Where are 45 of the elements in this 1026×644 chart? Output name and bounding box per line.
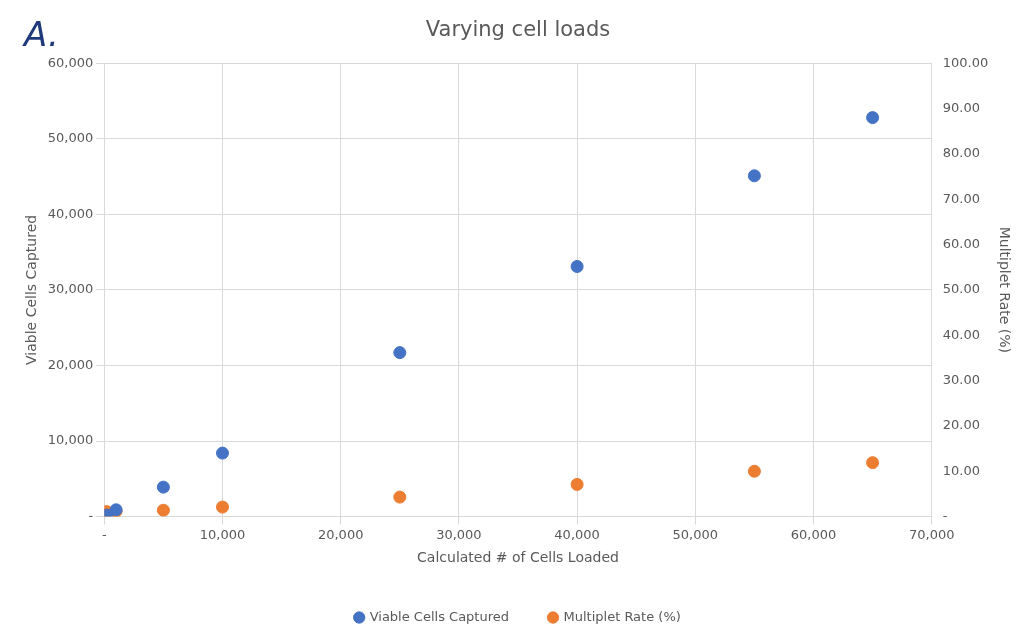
- legend-label: Viable Cells Captured: [369, 608, 510, 624]
- x-tick-label: -: [101, 526, 107, 542]
- x-tick-label: 20,000: [317, 526, 364, 542]
- x-tick-label: 70,000: [908, 526, 955, 542]
- chart-title: Varying cell loads: [425, 17, 611, 42]
- y2-tick-label: 30.00: [942, 371, 980, 387]
- y-tick-label: -: [88, 507, 94, 523]
- y-axis-title: Viable Cells Captured: [23, 214, 40, 365]
- point: [747, 169, 761, 183]
- x-tick-label: 30,000: [436, 526, 482, 542]
- y-tick-label: 10,000: [47, 432, 94, 448]
- y2-tick-label: -: [942, 507, 948, 523]
- point: [866, 111, 880, 125]
- point: [866, 456, 880, 470]
- y2-tick-label: 50.00: [942, 281, 980, 297]
- text: A.: [24, 14, 59, 54]
- y2-tick-label: 90.00: [942, 99, 980, 115]
- point: [215, 446, 229, 460]
- y-tick-label: 20,000: [47, 356, 94, 372]
- x-tick-label: 40,000: [554, 526, 600, 542]
- y-tick-label: 40,000: [47, 205, 94, 221]
- point: [393, 346, 407, 360]
- x-tick-label: 10,000: [199, 526, 246, 542]
- y2-axis-title: Multiplet Rate (%): [996, 226, 1013, 354]
- y-tick-label: 60,000: [47, 54, 94, 70]
- point: [570, 477, 584, 491]
- y2-tick-label: 10.00: [942, 462, 980, 478]
- y2-tick-label: 40.00: [942, 326, 980, 342]
- y2-tick-label: 70.00: [942, 190, 980, 206]
- y-tick-label: 30,000: [47, 281, 94, 297]
- legend-label: Multiplet Rate (%): [563, 608, 681, 624]
- y2-tick-label: 80.00: [942, 145, 980, 161]
- y2-tick-label: 20.00: [942, 417, 980, 433]
- y-tick-label: 50,000: [47, 130, 94, 146]
- point: [215, 500, 229, 514]
- point: [156, 503, 170, 517]
- y2-tick-label: 100.00: [942, 54, 989, 70]
- point: [570, 259, 584, 273]
- x-axis-title: Calculated # of Cells Loaded: [417, 549, 619, 566]
- point: [156, 480, 170, 494]
- x-tick-label: 60,000: [790, 526, 837, 542]
- point: [747, 464, 761, 478]
- x-tick-label: 50,000: [672, 526, 719, 542]
- point: [393, 490, 407, 504]
- y2-tick-label: 60.00: [942, 235, 980, 251]
